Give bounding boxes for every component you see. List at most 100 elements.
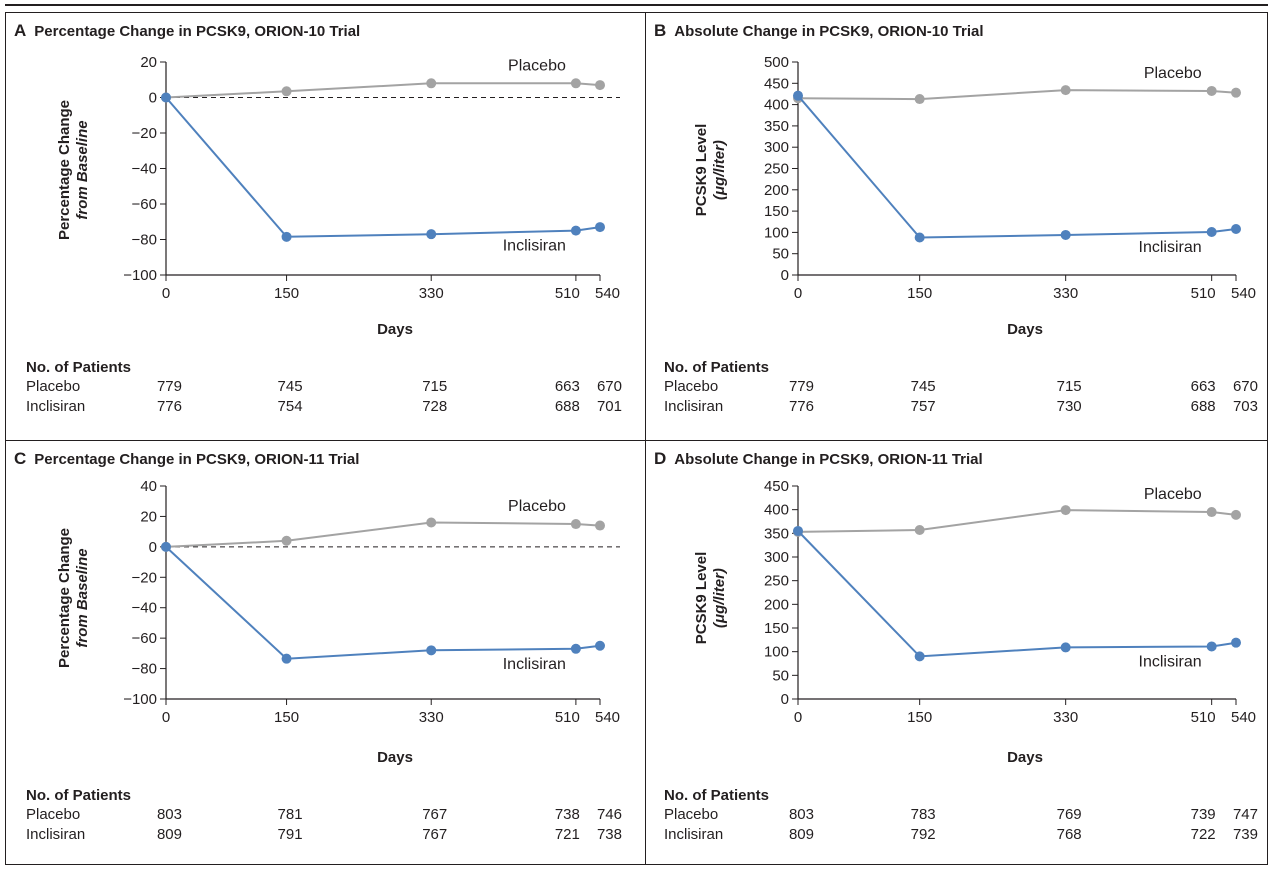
panel-a-placebo-point (426, 78, 437, 89)
panel-a-y-axis-label: Percentage Change from Baseline (56, 99, 91, 241)
panel-b-title-text: Absolute Change in PCSK9, ORION-10 Trial (674, 23, 984, 40)
panel-b-inclisiran-point (1231, 223, 1241, 234)
panel-a-x-tick-label: 510 (555, 285, 580, 302)
panel-d-patients-placebo-count: 783 (910, 806, 936, 823)
panel-c-inclisiran-point (161, 541, 171, 552)
panel-a: 20 0 −20 −40 −60 −80 −100 0 150 330 510 540 Placebo I… (6, 13, 646, 441)
panel-a-y-tick-label: 0 (149, 90, 157, 107)
panel-c-y-axis-label: Percentage Change from Baseline (56, 527, 91, 669)
chart-c-svg: 40 20 0 −20 −40 −60 −80 −100 0 150 330 510 540 Placeb… (123, 478, 620, 726)
panel-d-patients-inclisiran-count: 739 (1232, 826, 1258, 843)
panel-c-y-tick-label: −40 (132, 600, 157, 617)
panel-b-placebo-point (914, 94, 925, 105)
panel-b-x-axis-label: Days (1007, 321, 1043, 338)
panel-b-placebo-line (797, 89, 1237, 101)
top-rule (5, 4, 1268, 6)
panel-c: 40 20 0 −20 −40 −60 −80 −100 0 150 330 510 540 Placeb… (6, 441, 646, 869)
panel-c-placebo-point (595, 520, 605, 531)
panel-b-patients-placebo-count: 715 (1056, 378, 1082, 395)
panel-a-placebo-point (595, 80, 605, 91)
panel-b-y-tick-label: 500 (764, 54, 789, 71)
panel-a-placebo-line (165, 82, 601, 99)
panel-d-letter: D (654, 449, 667, 468)
panel-d-x-axis-label: Days (1007, 749, 1043, 766)
panel-b-y-tick-label: 100 (764, 224, 789, 241)
panel-c-inclisiran-series-label: Inclisiran (503, 656, 566, 673)
panel-a-placebo-point (570, 78, 581, 89)
panel-d-patients-placebo-label: Placebo (664, 806, 719, 823)
panel-d-x-tick-label: 540 (1231, 709, 1256, 726)
panel-a-patients-inclisiran-label: Inclisiran (26, 398, 86, 415)
panel-b-patients-inclisiran-count: 757 (910, 398, 936, 415)
panel-d-patients-inclisiran-count: 809 (788, 826, 814, 843)
panel-d-title-text: Absolute Change in PCSK9, ORION-11 Trial (674, 451, 983, 468)
panel-a-patients-placebo-count: 663 (554, 378, 580, 395)
panel-b-patients-inclisiran-count: 703 (1232, 398, 1258, 415)
panel-c-placebo-line (165, 521, 601, 548)
panel-b-y-tick-label: 450 (764, 75, 789, 92)
panel-a-y-tick-label: −100 (123, 267, 157, 284)
panel-a-inclisiran-point (570, 225, 581, 236)
panel-b-patients-placebo-count: 670 (1232, 378, 1258, 395)
panel-d-inclisiran-point (914, 651, 925, 662)
panel-c-placebo-point (281, 535, 292, 546)
panel-b-patients-placebo-count: 663 (1190, 378, 1216, 395)
panel-d-inclisiran-point (1231, 637, 1241, 648)
panel-a-y-tick-label: −20 (132, 125, 157, 142)
panel-d-patients-header: No. of Patients (664, 787, 770, 804)
panel-b-inclisiran-point (793, 90, 803, 101)
panel-a-x-tick-label: 150 (274, 285, 299, 302)
panel-d-patients-inclisiran-count: 792 (910, 826, 936, 843)
panel-b-x-tick-label: 0 (794, 285, 802, 302)
panel-d-y-axis-label: PCSK9 Level (μg/liter) (693, 551, 728, 645)
panel-c-y-tick-label: −20 (132, 569, 157, 586)
panel-d-patients-placebo-count: 803 (788, 806, 814, 823)
panel-d-y-tick-label: 150 (764, 620, 789, 637)
panel-c-patients-inclisiran-count: 738 (596, 826, 622, 843)
panel-a-patients-placebo-count: 715 (422, 378, 448, 395)
panel-a-letter: A (14, 21, 27, 40)
panel-b-inclisiran-series-label: Inclisiran (1139, 239, 1202, 256)
panel-c-x-tick-label: 330 (419, 709, 444, 726)
panel-c-y-tick-label: 20 (140, 508, 157, 525)
panel-d-placebo-series-label: Placebo (1144, 486, 1202, 503)
panel-b-y-axis-label: PCSK9 Level (μg/liter) (693, 123, 728, 217)
panel-c-x-tick-label: 540 (595, 709, 620, 726)
panel-b-placebo-series-label: Placebo (1144, 65, 1202, 82)
panel-a-placebo-series-label: Placebo (508, 57, 566, 74)
panel-a-title: A Percentage Change in PCSK9, ORION-10 Tr… (14, 21, 360, 41)
panel-b-inclisiran-point (914, 232, 925, 243)
panel-c-inclisiran-line (165, 546, 601, 660)
panel-a-inclisiran-line (165, 96, 601, 238)
panel-b-y-tick-label: 200 (764, 182, 789, 199)
panel-b: 500 450 400 350 300 250 200 150 100 50 0 0 150 330 510… (646, 13, 1273, 441)
panel-b-y-tick-label: 250 (764, 161, 789, 178)
panel-c-placebo-point (426, 517, 437, 528)
panel-c-y-tick-label: 0 (149, 539, 157, 556)
panel-c-patients-placebo-count: 746 (596, 806, 622, 823)
panel-a-patients-placebo-label: Placebo (26, 378, 81, 395)
panel-b-y-tick-label: 0 (781, 267, 789, 284)
panel-b-title: B Absolute Change in PCSK9, ORION-10 Tria… (654, 21, 984, 41)
panel-a-inclisiran-point (161, 92, 171, 103)
panel-c-patients-placebo-count: 803 (156, 806, 182, 823)
panel-a-y-tick-label: −60 (132, 196, 157, 213)
panel-a-x-tick-label: 540 (595, 285, 620, 302)
panel-c-title: C Percentage Change in PCSK9, ORION-11 Tr… (14, 449, 359, 469)
panel-d-title: D Absolute Change in PCSK9, ORION-11 Tria… (654, 449, 983, 469)
panel-d-patients-inclisiran-label: Inclisiran (664, 826, 724, 843)
panel-c-patients-inclisiran-count: 809 (156, 826, 182, 843)
panel-b-placebo-point (1060, 85, 1071, 96)
horizontal-divider (5, 440, 1268, 441)
panel-d-patients-inclisiran-count: 722 (1190, 826, 1216, 843)
panel-b-inclisiran-point (1206, 226, 1217, 237)
panel-b-y-tick-label: 400 (764, 97, 789, 114)
chart-d-svg: 450 400 350 300 250 200 150 100 50 00 150 330 510 540… (764, 478, 1256, 726)
panel-b-patients-inclisiran-count: 776 (788, 398, 814, 415)
panel-a-patients-inclisiran-count: 728 (422, 398, 448, 415)
panel-a-inclisiran-point (595, 222, 605, 233)
panel-d-inclisiran-point (793, 525, 803, 536)
panel-b-x-tick-label: 540 (1231, 285, 1256, 302)
panel-c-patients-placebo-label: Placebo (26, 806, 81, 823)
